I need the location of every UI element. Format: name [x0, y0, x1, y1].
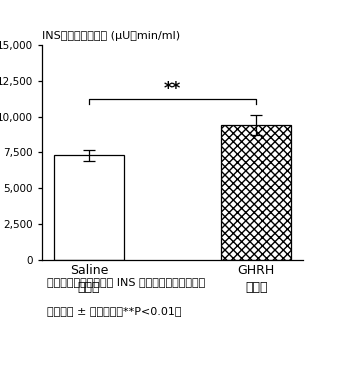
Text: （平均値 ± 標準誤差：**P<0.01）: （平均値 ± 標準誤差：**P<0.01）: [47, 306, 182, 316]
Bar: [54, 155, 124, 260]
Bar: [221, 125, 292, 260]
Text: 図２．グルコース刺激 INS 分泌機能の指標の比較: 図２．グルコース刺激 INS 分泌機能の指標の比較: [47, 277, 206, 287]
Text: INS分泌機能の指標 (μU・min/ml): INS分泌機能の指標 (μU・min/ml): [42, 32, 180, 42]
Text: **: **: [164, 80, 181, 98]
